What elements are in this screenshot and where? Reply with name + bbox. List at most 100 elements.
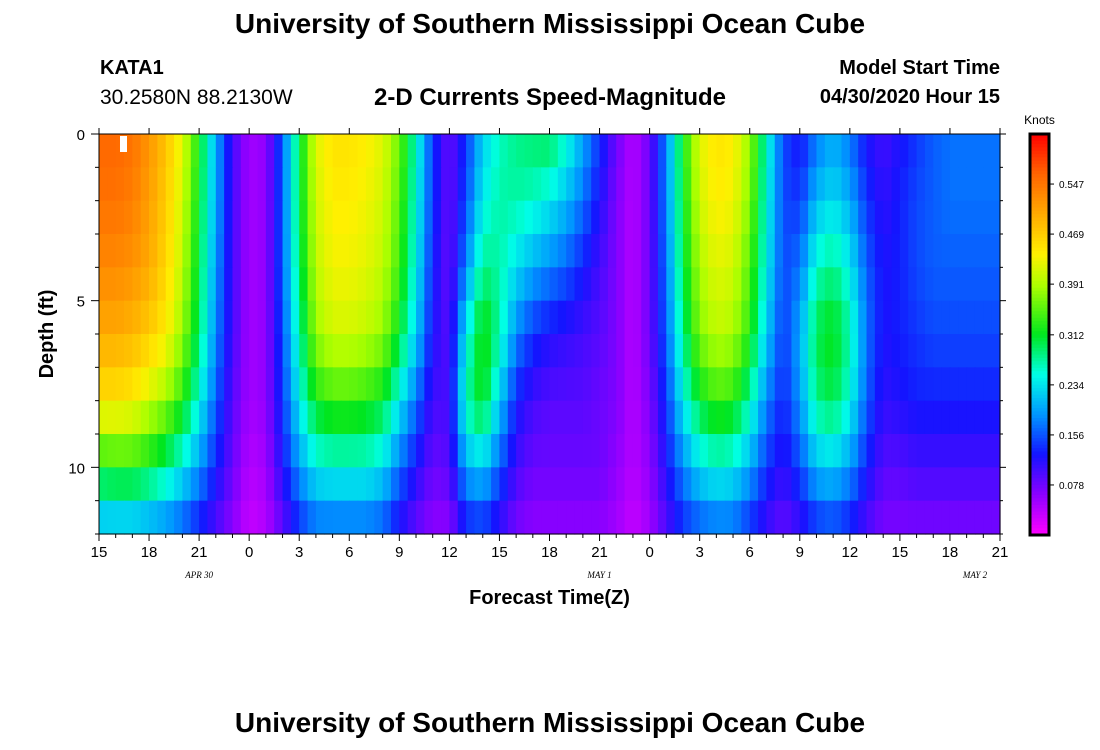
colorbar-strip	[1030, 448, 1049, 453]
heatmap-cell	[816, 334, 826, 368]
heatmap-cell	[274, 267, 284, 302]
heatmap-cell	[899, 167, 909, 202]
heatmap-cell	[516, 300, 526, 335]
heatmap-cell	[858, 500, 868, 535]
heatmap-cell	[107, 234, 117, 268]
heatmap-cell	[774, 400, 784, 435]
heatmap-cell	[474, 467, 484, 502]
heatmap-cell	[858, 134, 868, 168]
heatmap-cell	[549, 434, 559, 468]
heatmap-cell	[758, 434, 767, 468]
colorbar-strip	[1030, 494, 1049, 499]
heatmap-cell	[265, 134, 275, 168]
colorbar-strip	[1030, 217, 1049, 222]
heatmap-cell	[883, 200, 893, 235]
colorbar-strip	[1030, 274, 1049, 279]
colorbar-strip	[1030, 381, 1049, 386]
heatmap-cell	[599, 467, 609, 502]
heatmap-cell	[299, 334, 309, 368]
heatmap-cell	[340, 267, 350, 302]
heatmap-cell	[908, 167, 918, 202]
missing-data-mark	[120, 136, 127, 152]
heatmap-cell	[657, 434, 667, 468]
heatmap-cell	[332, 234, 342, 268]
heatmap-cell	[616, 300, 626, 335]
heatmap-cell	[466, 467, 476, 502]
heatmap-cell	[649, 134, 659, 168]
heatmap-cell	[908, 467, 918, 502]
heatmap-cell	[766, 467, 776, 502]
heatmap-cell	[190, 300, 200, 335]
heatmap-cell	[499, 200, 509, 235]
heatmap-cell	[132, 300, 142, 335]
heatmap-cell	[157, 400, 167, 435]
x-tick-label: 6	[746, 544, 754, 561]
colorbar-strip	[1030, 357, 1049, 362]
heatmap-cell	[382, 267, 392, 302]
heatmap-cell	[140, 367, 150, 402]
heatmap-cell	[824, 167, 834, 202]
heatmap-cell	[541, 167, 551, 202]
heatmap-cell	[866, 400, 876, 435]
colorbar-strip	[1030, 394, 1049, 399]
heatmap-cell	[282, 234, 292, 268]
heatmap-cell	[733, 267, 742, 302]
heatmap-cell	[215, 167, 225, 202]
heatmap-cell	[883, 334, 893, 368]
heatmap-cell	[758, 167, 767, 202]
heatmap-cell	[949, 300, 959, 335]
heatmap-cell	[182, 500, 192, 535]
heatmap-cell	[474, 300, 484, 335]
heatmap-cell	[307, 434, 317, 468]
heatmap-cell	[482, 334, 492, 368]
colorbar-strip	[1030, 254, 1049, 259]
heatmap-cell	[808, 334, 818, 368]
heatmap-cell	[516, 267, 526, 302]
heatmap-cell	[833, 300, 843, 335]
y-tick-label: 10	[68, 460, 85, 477]
heatmap-cell	[766, 267, 776, 302]
heatmap-cell	[174, 234, 184, 268]
heatmap-cell	[265, 400, 275, 435]
heatmap-cell	[290, 267, 300, 302]
heatmap-cell	[165, 200, 175, 235]
x-tick-label: 21	[591, 544, 608, 561]
heatmap-cell	[190, 500, 200, 535]
heatmap-cell	[115, 400, 125, 435]
heatmap-cell	[674, 200, 684, 235]
heatmap-cell	[566, 300, 576, 335]
heatmap-cell	[607, 334, 617, 368]
heatmap-cell	[374, 400, 384, 435]
heatmap-cell	[324, 367, 334, 402]
heatmap-cell	[824, 300, 834, 335]
heatmap-cell	[899, 334, 909, 368]
heatmap-cell	[766, 134, 776, 168]
heatmap-cell	[666, 167, 676, 202]
heatmap-cell	[624, 200, 634, 235]
heatmap-cell	[666, 234, 676, 268]
colorbar-strip	[1030, 134, 1049, 138]
heatmap-cell	[766, 434, 776, 468]
colorbar-strip	[1030, 404, 1049, 409]
heatmap-cell	[657, 167, 667, 202]
heatmap-cell	[908, 134, 918, 168]
heatmap-cell	[624, 234, 634, 268]
heatmap-cell	[607, 234, 617, 268]
colorbar-strip	[1030, 441, 1049, 446]
heatmap-cell	[516, 467, 526, 502]
heatmap-cell	[591, 267, 601, 302]
heatmap-cell	[574, 400, 584, 435]
heatmap-cell	[557, 500, 567, 535]
heatmap-cell	[115, 267, 125, 302]
colorbar-strip	[1030, 364, 1049, 369]
heatmap-cell	[249, 167, 259, 202]
heatmap-cell	[232, 167, 242, 202]
heatmap-cell	[499, 267, 509, 302]
heatmap-cell	[549, 467, 559, 502]
x-tick-label: 15	[91, 544, 108, 561]
heatmap-cell	[841, 334, 851, 368]
heatmap-cell	[774, 334, 784, 368]
heatmap-cell	[132, 500, 142, 535]
heatmap-cell	[791, 200, 801, 235]
heatmap-cell	[616, 500, 626, 535]
